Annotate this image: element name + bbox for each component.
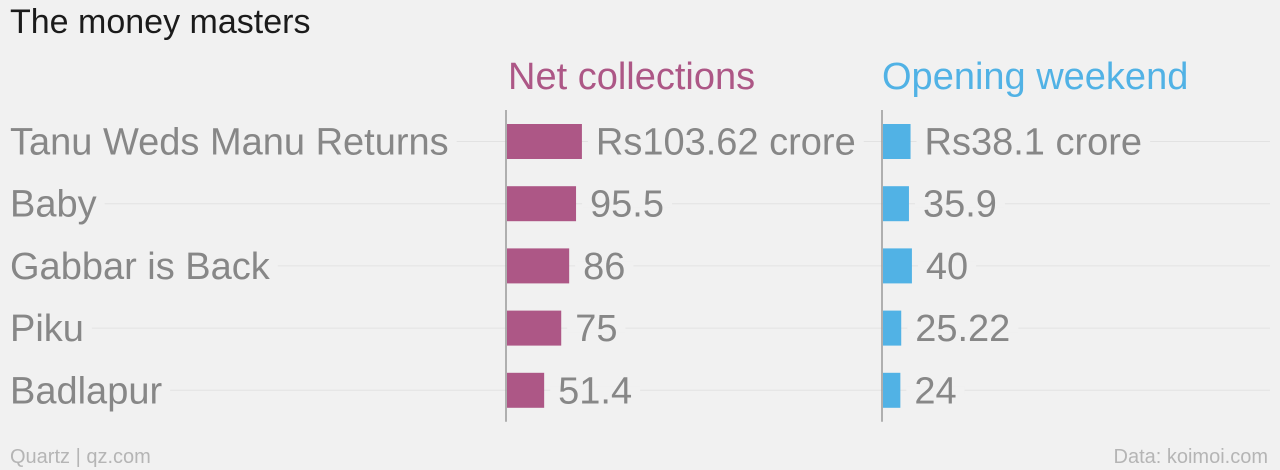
bar xyxy=(883,372,901,408)
value-label: 35.9 xyxy=(923,184,997,226)
label-mask xyxy=(567,324,626,333)
credit-text: Quartz | qz.com xyxy=(10,446,151,468)
value-label: 51.4 xyxy=(558,370,632,412)
axis-lines xyxy=(505,110,883,422)
label-mask xyxy=(575,261,634,270)
category-label: Gabbar is Back xyxy=(10,246,271,288)
value-label: 75 xyxy=(575,308,617,350)
value-label: 95.5 xyxy=(590,184,664,226)
series-header: Opening weekend xyxy=(882,56,1188,98)
bar xyxy=(883,310,902,346)
label-mask xyxy=(550,386,641,395)
value-label: Rs103.62 crore xyxy=(596,122,856,164)
bar xyxy=(883,124,911,159)
label-mask xyxy=(907,324,1019,333)
bar xyxy=(507,186,577,222)
category-label: Piku xyxy=(10,308,84,350)
label-mask xyxy=(917,261,977,270)
bar xyxy=(883,186,909,222)
bar xyxy=(507,310,562,346)
bar xyxy=(507,372,545,408)
bar xyxy=(883,248,912,284)
category-labels: Tanu Weds Manu Returns Baby Gabbar is Back… xyxy=(10,122,449,413)
label-mask xyxy=(587,137,864,146)
series-headers: Net collections Opening weekend xyxy=(508,56,1188,98)
label-mask xyxy=(582,199,673,208)
bar xyxy=(507,124,582,159)
chart-title: The money masters xyxy=(10,3,310,41)
label-mask xyxy=(914,199,1005,208)
value-labels: Rs103.62 crore 95.5 86 75 51.4 Rs38.1 crore 35… xyxy=(550,122,1151,412)
value-label: 24 xyxy=(914,370,956,412)
value-label: 40 xyxy=(926,246,968,288)
category-label: Tanu Weds Manu Returns xyxy=(10,122,449,164)
value-label: 25.22 xyxy=(915,308,1010,350)
label-mask xyxy=(916,137,1151,146)
value-label: 86 xyxy=(583,246,625,288)
value-label: Rs38.1 crore xyxy=(925,122,1143,164)
category-label: Badlapur xyxy=(10,370,162,412)
category-label: Baby xyxy=(10,184,97,226)
source-text: Data: koimoi.com xyxy=(1114,446,1269,468)
bars xyxy=(507,124,912,408)
label-mask xyxy=(906,386,965,395)
series-header: Net collections xyxy=(508,56,755,98)
bar xyxy=(507,248,570,284)
